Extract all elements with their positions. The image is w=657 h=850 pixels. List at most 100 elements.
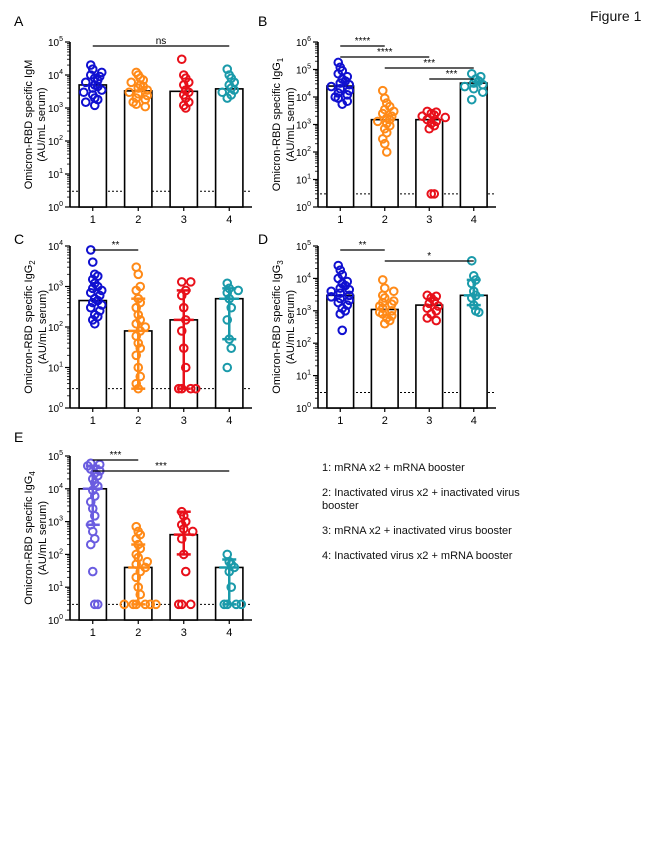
data-point	[145, 599, 156, 610]
data-point	[377, 275, 388, 285]
data-point	[131, 350, 142, 361]
data-point	[131, 285, 142, 296]
y-tick-label: 100	[296, 201, 311, 214]
data-point	[226, 302, 237, 313]
x-tick-label: 2	[135, 415, 141, 427]
y-tick-label: 105	[296, 64, 311, 77]
data-point	[335, 265, 346, 275]
data-point	[333, 57, 344, 68]
y-tick-label: 100	[296, 402, 311, 415]
legend-item-group-2: 2: Inactivated virus x2 + inactivated vi…	[322, 487, 520, 512]
data-point	[142, 556, 153, 567]
x-tick-label: 3	[181, 214, 187, 226]
y-axis-title: Omicron-RBD specific IgG3(AU/mL serum)	[271, 260, 297, 394]
data-point	[119, 599, 130, 610]
data-point	[133, 269, 144, 280]
x-tick-label: 4	[226, 627, 232, 639]
data-point	[326, 286, 337, 297]
data-point	[379, 293, 390, 303]
data-point	[87, 64, 98, 74]
chart-panel-b: B 100 101 102 103 104 105 106 Omicron-RBD specif…	[258, 13, 496, 226]
data-point	[176, 54, 187, 65]
data-point	[178, 80, 189, 90]
x-tick-label: 4	[471, 415, 477, 427]
panel-label: C	[14, 231, 24, 247]
y-tick-label: 102	[296, 337, 311, 350]
significance-label: **	[112, 240, 120, 251]
data-point	[344, 284, 355, 295]
data-point	[180, 566, 191, 577]
x-tick-label: 1	[337, 415, 343, 427]
data-point	[126, 77, 137, 88]
data-point	[151, 599, 161, 610]
data-point	[344, 295, 355, 306]
data-point	[131, 318, 142, 329]
data-point	[381, 147, 392, 157]
data-point	[124, 87, 135, 98]
data-point	[431, 315, 442, 326]
y-tick-label: 103	[48, 102, 63, 115]
y-tick-label: 102	[48, 321, 63, 334]
y-axis-title: Omicron-RBD specific IgG4(AU/mL serum)	[23, 471, 49, 605]
significance-label: ***	[155, 461, 167, 472]
data-point	[431, 291, 442, 302]
data-point	[131, 572, 142, 583]
x-tick-label: 4	[471, 214, 477, 226]
data-point	[440, 112, 451, 123]
y-tick-label: 102	[48, 548, 63, 561]
data-point	[233, 285, 244, 296]
data-point	[87, 257, 98, 267]
y-tick-label: 103	[48, 281, 63, 294]
data-point	[96, 285, 107, 296]
data-point	[176, 599, 187, 610]
data-point	[89, 318, 100, 329]
y-tick-label: 103	[296, 119, 311, 132]
data-point	[135, 589, 146, 600]
x-tick-label: 2	[382, 214, 388, 226]
data-point	[326, 81, 337, 92]
panel-label: D	[258, 231, 268, 247]
x-tick-label: 4	[226, 415, 232, 427]
panel-label: A	[14, 13, 24, 29]
data-point	[131, 378, 142, 389]
y-tick-label: 100	[48, 614, 63, 627]
data-point	[80, 97, 91, 107]
data-point	[342, 90, 353, 100]
data-point	[80, 77, 91, 88]
y-tick-label: 104	[296, 91, 311, 104]
x-tick-label: 4	[226, 214, 232, 226]
data-point	[372, 116, 383, 127]
chart-panel-e: E 100 101 102 103 104 105 Omicron-RBD specific …	[14, 429, 252, 639]
data-point	[379, 318, 390, 329]
panel-label: B	[258, 13, 267, 29]
x-tick-label: 1	[90, 627, 96, 639]
x-tick-label: 2	[382, 415, 388, 427]
y-tick-label: 102	[48, 135, 63, 148]
bar-group-2	[370, 308, 399, 409]
y-tick-label: 101	[48, 581, 63, 594]
legend-item-group-4: 4: Inactivated virus x2 + mRNA booster	[322, 550, 513, 562]
data-point	[142, 85, 153, 95]
data-point	[468, 83, 479, 94]
y-tick-label: 103	[48, 516, 63, 529]
data-point	[473, 307, 484, 318]
data-point	[96, 300, 107, 310]
data-point	[424, 123, 435, 134]
y-axis-title: Omicron-RBD specific IgG1(AU/mL serum)	[271, 57, 297, 191]
data-point	[190, 383, 201, 394]
y-axis-title: Omicron-RBD specific IgM(AU/mL serum)	[23, 60, 48, 190]
data-point	[176, 290, 187, 301]
data-point	[388, 286, 399, 297]
data-point	[185, 277, 196, 287]
data-point	[226, 582, 237, 593]
significance-label: ns	[156, 36, 167, 47]
data-point	[337, 325, 348, 336]
x-tick-label: 1	[337, 214, 343, 226]
y-tick-label: 100	[48, 402, 63, 415]
significance-label: ***	[423, 58, 435, 69]
data-point	[89, 100, 100, 111]
x-tick-label: 1	[90, 214, 96, 226]
legend-item-group-1: 1: mRNA x2 + mRNA booster	[322, 462, 465, 474]
data-point	[176, 277, 187, 287]
